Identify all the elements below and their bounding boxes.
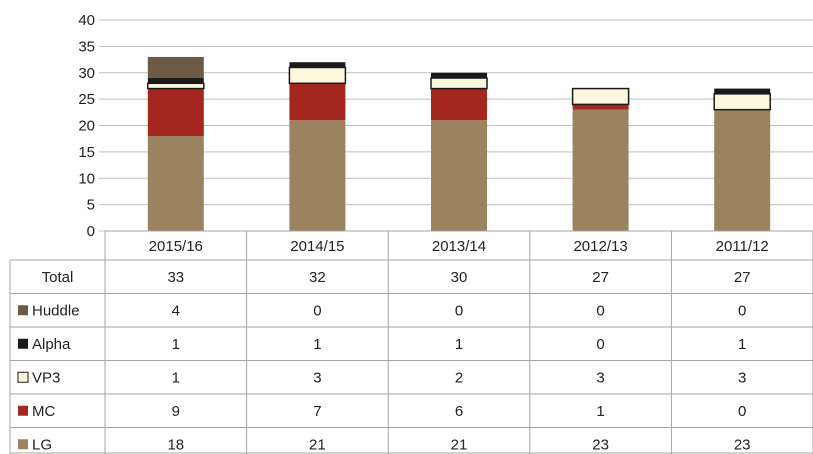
bar-segment-lg	[147, 136, 204, 231]
table-cell-value: 1	[172, 369, 180, 386]
table-cell-value: 18	[167, 436, 184, 453]
legend-label-vp3: VP3	[32, 369, 60, 386]
table-cell-value: 23	[734, 436, 751, 453]
table-cell-value: 3	[738, 369, 746, 386]
table-cell-value: 0	[738, 403, 746, 420]
bar-segment-vp3	[147, 82, 205, 90]
table-cell-value: 0	[455, 302, 463, 319]
bar-segment-alpha	[147, 78, 204, 84]
bar-segment-huddle	[147, 56, 204, 79]
bar-segment-lg	[289, 120, 346, 231]
bar-segment-vp3	[713, 93, 771, 111]
table-cell-value: 0	[596, 336, 604, 353]
y-tick-label: 30	[78, 65, 95, 82]
table-cell-value: 0	[596, 302, 604, 319]
total-row-label: Total	[42, 269, 74, 286]
table-cell-value: 4	[172, 302, 180, 319]
table-cell-value: 3	[596, 369, 604, 386]
category-label: 2012/13	[573, 238, 627, 255]
table-cell-value: 21	[451, 436, 468, 453]
bar-segment-lg	[714, 109, 771, 231]
table-cell-value: 7	[313, 403, 321, 420]
table-cell-value: 1	[738, 336, 746, 353]
legend-swatch-alpha	[18, 338, 28, 349]
table-cell-value: 3	[313, 369, 321, 386]
table-cell-value: 30	[451, 269, 468, 286]
legend-label-mc: MC	[32, 403, 55, 420]
category-label: 2015/16	[149, 238, 203, 255]
bar-segment-mc	[572, 104, 629, 110]
y-tick-label: 10	[78, 170, 95, 187]
table-cell-value: 1	[596, 403, 604, 420]
table-cell-value: 32	[309, 269, 326, 286]
bar-segment-lg	[572, 109, 629, 231]
legend-label-lg: LG	[32, 436, 52, 453]
bar-segment-mc	[147, 88, 204, 137]
table-cell-value: 23	[592, 436, 609, 453]
legend-label-huddle: Huddle	[32, 302, 80, 319]
bar-segment-vp3	[288, 66, 347, 85]
category-label: 2011/12	[716, 238, 769, 255]
bar-segment-alpha	[714, 88, 771, 94]
y-tick-label: 40	[78, 12, 95, 29]
table-cell-value: 27	[734, 269, 751, 286]
y-tick-label: 20	[78, 118, 95, 135]
table-cell-value: 0	[313, 302, 321, 319]
legend-swatch-vp3	[17, 371, 29, 383]
table-cell-value: 1	[313, 336, 321, 353]
legend-swatch-mc	[18, 405, 28, 416]
bar-segment-lg	[431, 120, 487, 231]
legend-swatch-lg	[18, 439, 28, 450]
legend-swatch-huddle	[18, 305, 28, 316]
table-cell-value: 1	[455, 336, 463, 353]
y-tick-label: 5	[87, 197, 95, 214]
bar-segment-vp3	[430, 77, 488, 90]
table-cell-value: 33	[167, 269, 184, 286]
table-cell-value: 1	[172, 336, 180, 353]
table-cell-value: 27	[592, 269, 609, 286]
y-tick-label: 25	[78, 91, 95, 108]
y-tick-label: 0	[87, 223, 95, 240]
category-label: 2014/15	[290, 238, 344, 255]
category-label: 2013/14	[432, 238, 486, 255]
bar-segment-mc	[289, 83, 346, 121]
y-tick-label: 35	[78, 38, 95, 55]
bar-segment-mc	[431, 88, 487, 121]
table-cell-value: 2	[455, 369, 463, 386]
bar-segment-vp3	[571, 87, 630, 106]
table-cell-value: 21	[309, 436, 326, 453]
bar-segment-alpha	[431, 72, 487, 79]
legend-label-alpha: Alpha	[32, 336, 71, 353]
table-cell-value: 6	[455, 403, 463, 420]
table-cell-value: 9	[172, 403, 180, 420]
bar-segment-alpha	[289, 62, 346, 68]
table-cell-value: 0	[738, 302, 746, 319]
y-tick-label: 15	[78, 144, 95, 161]
